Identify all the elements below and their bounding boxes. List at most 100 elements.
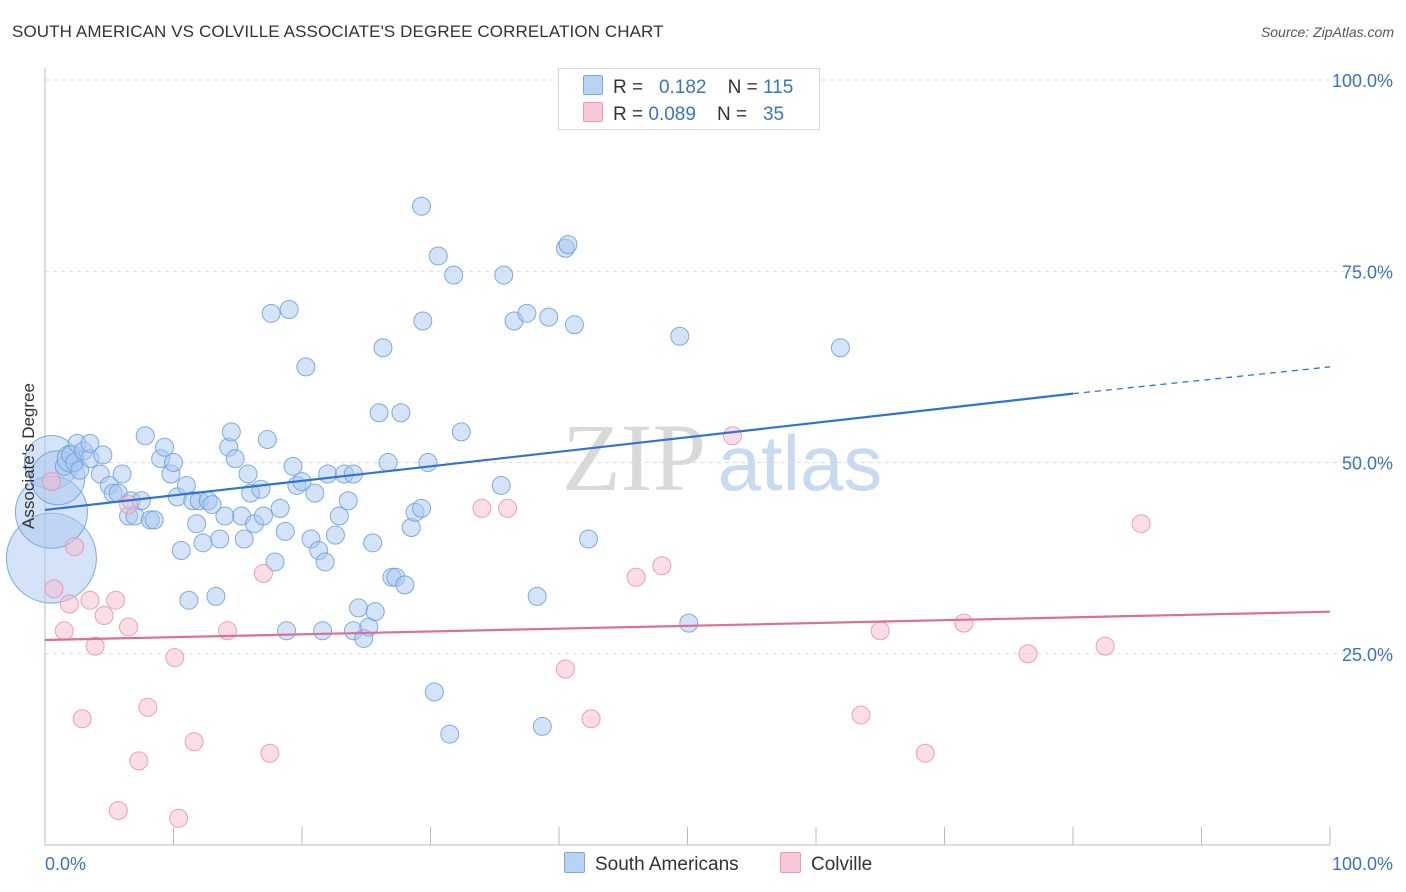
- tick-label-layer: 25.0% 50.0% 75.0% 100.0% 0.0% 100.0%: [45, 71, 1393, 874]
- south-americans-point: [679, 613, 699, 633]
- south-americans-point: [412, 498, 432, 518]
- south-americans-point: [261, 303, 281, 323]
- colville-point: [44, 579, 64, 599]
- colville-point: [169, 808, 189, 828]
- colville-point: [80, 590, 100, 610]
- y-tick-label: 25.0%: [1342, 645, 1393, 665]
- colville-point: [59, 594, 79, 614]
- south-americans-point: [93, 445, 113, 465]
- south-americans-point: [532, 716, 552, 736]
- south-americans-point: [171, 540, 191, 560]
- south-americans-point: [265, 552, 285, 572]
- n-label: N =: [727, 77, 763, 98]
- colville-point: [129, 751, 149, 771]
- south-americans-point: [428, 246, 448, 266]
- chart-title: SOUTH AMERICAN VS COLVILLE ASSOCIATE'S D…: [12, 22, 664, 41]
- south-americans-point: [391, 403, 411, 423]
- colville-point: [581, 709, 601, 729]
- south-americans-point: [325, 525, 345, 545]
- south-americans-point: [296, 357, 316, 377]
- colville-point: [472, 498, 492, 518]
- south-americans-point: [670, 326, 690, 346]
- stats-row-south-americans: R = 0.182 N = 115: [583, 75, 793, 99]
- south-americans-point: [155, 437, 175, 457]
- south-americans-point: [144, 510, 164, 530]
- south-americans-point: [221, 422, 241, 442]
- watermark: ZIP atlas: [562, 404, 882, 511]
- south-americans-point: [315, 552, 335, 572]
- south-americans-point: [253, 506, 273, 526]
- colville-point: [1095, 636, 1115, 656]
- r-value: 0.182: [658, 77, 707, 98]
- south-americans-point: [365, 602, 385, 622]
- stats-row-colville: R = 0.089 N = 35: [583, 102, 784, 126]
- south-americans-point: [275, 521, 295, 541]
- south-americans-point: [830, 338, 850, 358]
- colville-point: [652, 556, 672, 576]
- colville-trend-line: [44, 610, 1331, 642]
- south-americans-point: [164, 453, 183, 472]
- south-americans-point: [329, 506, 349, 526]
- n-label: N =: [717, 104, 753, 125]
- grid-layer: [45, 79, 1392, 655]
- n-value: 115: [762, 77, 794, 98]
- pink-swatch: [780, 852, 801, 873]
- legend-label: Colville: [811, 854, 873, 875]
- south-americans-point: [363, 533, 383, 553]
- y-tick-label: 100.0%: [1332, 71, 1393, 91]
- stats-legend: R = 0.182 N = 115 R = 0.089 N = 35: [558, 68, 820, 130]
- x-tick-label: 0.0%: [45, 854, 86, 874]
- south-americans-point: [179, 590, 199, 610]
- colville-point: [851, 705, 871, 725]
- south-americans-point: [135, 426, 155, 446]
- south-americans-point: [193, 533, 213, 553]
- south-americans-point: [494, 265, 514, 285]
- south-americans-point: [277, 621, 297, 641]
- colville-point: [72, 709, 92, 729]
- r-value: 0.089: [648, 104, 696, 125]
- colville-point: [260, 743, 280, 763]
- colville-point: [94, 606, 114, 625]
- south-americans-point: [313, 621, 333, 641]
- south-americans-point: [206, 586, 226, 606]
- south-americans-point: [270, 498, 290, 518]
- colville-point: [722, 426, 742, 446]
- colville-point: [119, 495, 139, 515]
- r-label: R =: [613, 77, 649, 98]
- south-americans-point: [369, 403, 389, 423]
- legend-item-south-americans[interactable]: South Americans: [564, 852, 739, 876]
- south-americans-point: [349, 598, 369, 618]
- colville-point: [106, 590, 126, 610]
- pink-swatch: [583, 102, 603, 122]
- south-americans-point: [418, 453, 438, 472]
- south-americans-point: [564, 315, 584, 335]
- south-americans-point: [257, 430, 277, 450]
- south-americans-point: [444, 265, 464, 285]
- south-americans-point: [413, 311, 433, 331]
- south-americans-trend-extension: [1072, 366, 1331, 395]
- colville-point: [119, 617, 139, 637]
- south-americans-point: [491, 475, 511, 495]
- colville-point: [555, 659, 575, 679]
- south-americans-point: [112, 464, 132, 484]
- south-americans-point: [234, 529, 254, 549]
- y-tick-label: 50.0%: [1342, 454, 1393, 474]
- colville-point: [85, 636, 105, 656]
- legend-label: South Americans: [595, 854, 739, 875]
- colville-point: [915, 743, 935, 763]
- r-label: R =: [613, 104, 649, 125]
- south-americans-point: [210, 529, 230, 549]
- south-americans-point: [238, 464, 258, 484]
- south-americans-point: [558, 234, 578, 254]
- blue-swatch: [564, 852, 585, 873]
- points-layer: [5, 196, 1151, 828]
- watermark-zip: ZIP: [562, 404, 706, 511]
- south-americans-point: [202, 495, 222, 515]
- south-americans-trend-line: [44, 392, 1074, 512]
- south-americans-point: [318, 464, 338, 484]
- legend-item-colville[interactable]: Colville: [780, 852, 872, 876]
- colville-point: [65, 537, 85, 557]
- x-tick-label: 100.0%: [1332, 854, 1393, 874]
- colville-point: [253, 563, 273, 583]
